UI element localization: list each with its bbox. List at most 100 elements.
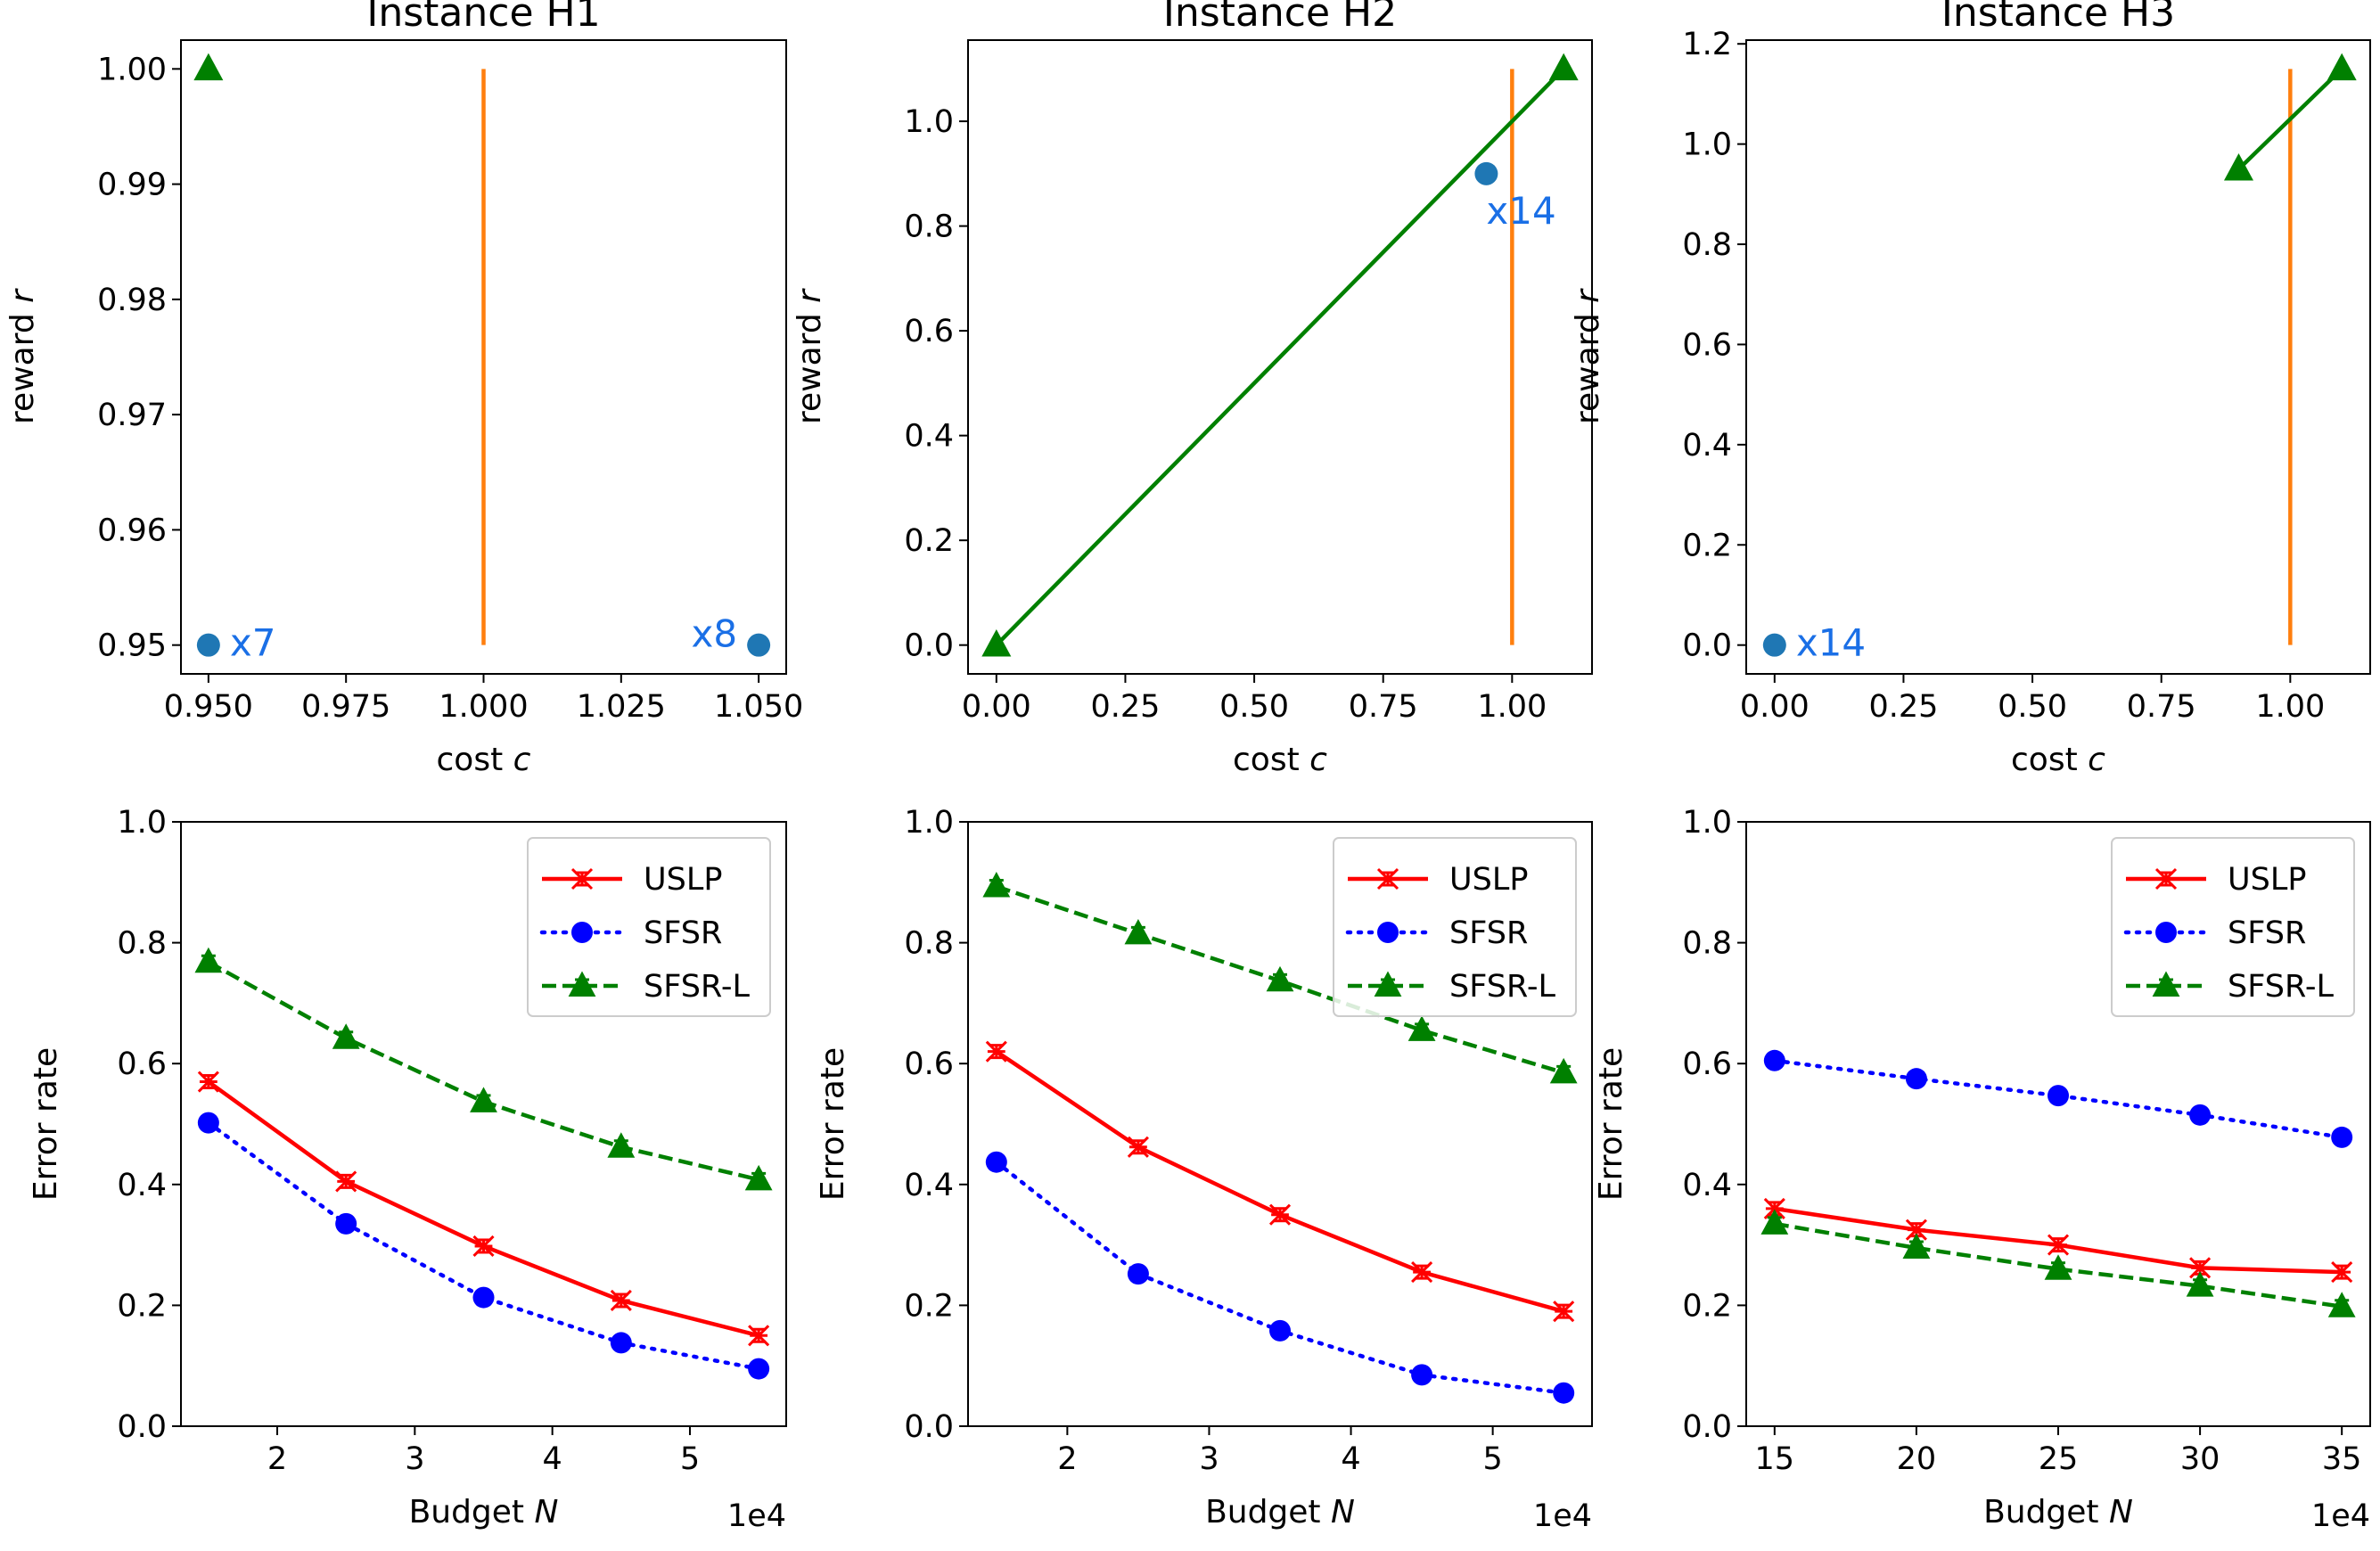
y-axis-label-text: Error rate	[815, 1047, 851, 1201]
point-sfsr	[1127, 1263, 1149, 1285]
legend-label-sfsrl: SFSR-L	[2228, 969, 2334, 1005]
x-tick-label: 15	[1755, 1441, 1795, 1477]
y-axis-label: Error rate	[28, 1047, 64, 1201]
x-axis-label-text: Budget	[409, 1494, 524, 1530]
x-tick-label: 0.50	[1998, 689, 2067, 725]
x-axis-label-text: cost	[2011, 742, 2078, 778]
y-tick-label: 0.4	[117, 1168, 167, 1203]
x-tick-label: 4	[543, 1441, 562, 1477]
y-tick-label: 0.4	[1682, 428, 1732, 464]
point-uslp	[1127, 1136, 1149, 1158]
x-axis-label-var: N	[535, 1494, 559, 1530]
point-sfsrl	[1760, 1209, 1789, 1235]
x-tick-label: 4	[1341, 1441, 1360, 1477]
y-axis-label-var: r	[1570, 288, 1606, 303]
frontier-point	[2223, 153, 2253, 181]
panel-e2: 2 3 4 5 0.0 0.2 0.4 0.6 0.8 1.0 Budget N Error rate…	[815, 805, 1593, 1534]
y-tick-label: 0.2	[904, 523, 954, 559]
panel-e1: 2 3 4 5 0.0 0.2 0.4 0.6 0.8 1.0 Budget N Error rate…	[28, 805, 787, 1534]
point-uslp	[472, 1235, 495, 1258]
offset-text: 1e4	[1533, 1498, 1592, 1534]
x-tick-label: 3	[405, 1441, 424, 1477]
y-tick-label: 0.0	[1682, 1409, 1732, 1445]
legend-marker-sfsrl	[1374, 971, 1402, 997]
legend-marker-uslp	[570, 867, 594, 890]
legend-box	[2111, 837, 2355, 1017]
x-tick-label: 0.950	[164, 689, 253, 725]
x-tick-label: 30	[2180, 1441, 2220, 1477]
offset-text: 1e4	[2311, 1498, 2370, 1534]
arm-label: x8	[692, 612, 738, 656]
point-sfsrl	[1266, 965, 1294, 992]
legend-marker-sfsrl	[2152, 971, 2180, 997]
point-sfsrl	[982, 872, 1011, 898]
x-axis-label: Budget N	[1205, 1494, 1355, 1530]
point-uslp	[610, 1289, 632, 1312]
x-tick-label: 0.00	[1740, 689, 1810, 725]
y-axis-label: reward r	[4, 288, 41, 424]
legend-label-sfsrl: SFSR-L	[644, 969, 750, 1005]
legend-marker-sfsr	[2155, 922, 2177, 943]
y-tick-label: 1.2	[1682, 27, 1732, 62]
point-sfsrl	[470, 1087, 497, 1112]
y-tick-label: 1.0	[1682, 127, 1732, 163]
point-sfsrl	[1549, 1057, 1578, 1084]
y-tick-label: 0.99	[97, 168, 167, 203]
x-axis-label: cost c	[2011, 742, 2105, 778]
frontier-point	[981, 629, 1012, 657]
x-tick-label: 1.00	[1477, 689, 1547, 725]
legend-marker-sfsr	[1377, 922, 1399, 943]
y-axis-label-text: Error rate	[28, 1047, 64, 1201]
y-tick-label: 0.6	[117, 1046, 167, 1082]
x-tick-label: 5	[1482, 1441, 1502, 1477]
legend-box	[527, 837, 771, 1017]
point-sfsrl	[2044, 1254, 2072, 1280]
chart-title: Instance H3	[1941, 0, 2175, 36]
legend-label-uslp: USLP	[1449, 862, 1528, 898]
y-axis-label-text: reward	[4, 313, 41, 424]
point-sfsrl	[1407, 1015, 1436, 1041]
y-tick-label: 0.0	[1682, 628, 1732, 664]
point-sfsr	[335, 1212, 357, 1235]
y-tick-label: 0.95	[97, 628, 167, 664]
y-tick-label: 0.4	[904, 1168, 954, 1203]
x-axis-label-text: Budget	[1983, 1494, 2098, 1530]
x-axis-label: cost c	[437, 742, 531, 778]
point-sfsrl	[332, 1023, 360, 1049]
x-axis-label: cost c	[1233, 742, 1327, 778]
y-tick-label: 0.8	[1682, 926, 1732, 962]
x-axis-label-var: N	[1331, 1494, 1355, 1530]
point-sfsr	[2189, 1104, 2212, 1126]
x-tick-label: 1.025	[577, 689, 666, 725]
point-sfsrl	[607, 1132, 636, 1158]
x-tick-label: 20	[1897, 1441, 1937, 1477]
point-sfsrl	[1124, 918, 1153, 945]
x-tick-label: 5	[680, 1441, 700, 1477]
y-tick-label: 0.0	[904, 1409, 954, 1445]
x-tick-label: 0.25	[1090, 689, 1160, 725]
y-tick-label: 0.2	[117, 1288, 167, 1324]
y-tick-label: 1.0	[904, 805, 954, 841]
arm-point	[1762, 633, 1786, 657]
y-axis-label-var: r	[4, 288, 41, 303]
legend-marker-sfsr	[571, 922, 593, 943]
plot-frame	[180, 821, 787, 1427]
y-tick-label: 0.8	[1682, 227, 1732, 263]
y-tick-label: 0.0	[904, 628, 954, 664]
x-tick-label: 0.50	[1219, 689, 1289, 725]
legend-marker-sfsrl	[568, 971, 596, 997]
series-line-sfsr	[994, 1160, 1566, 1395]
x-tick-label: 0.25	[1868, 689, 1938, 725]
point-sfsr	[1905, 1068, 1927, 1090]
y-tick-label: 0.6	[1682, 327, 1732, 363]
y-axis-label-text: reward	[1570, 313, 1606, 424]
point-sfsr	[1763, 1049, 1785, 1071]
y-tick-label: 0.0	[117, 1409, 167, 1445]
x-tick-label: 0.00	[962, 689, 1031, 725]
point-sfsr	[748, 1358, 770, 1380]
legend-marker-uslp	[2154, 867, 2178, 890]
y-tick-label: 1.0	[117, 805, 167, 841]
arm-point	[1474, 161, 1498, 185]
y-axis-label-text: Error rate	[1593, 1047, 1629, 1201]
